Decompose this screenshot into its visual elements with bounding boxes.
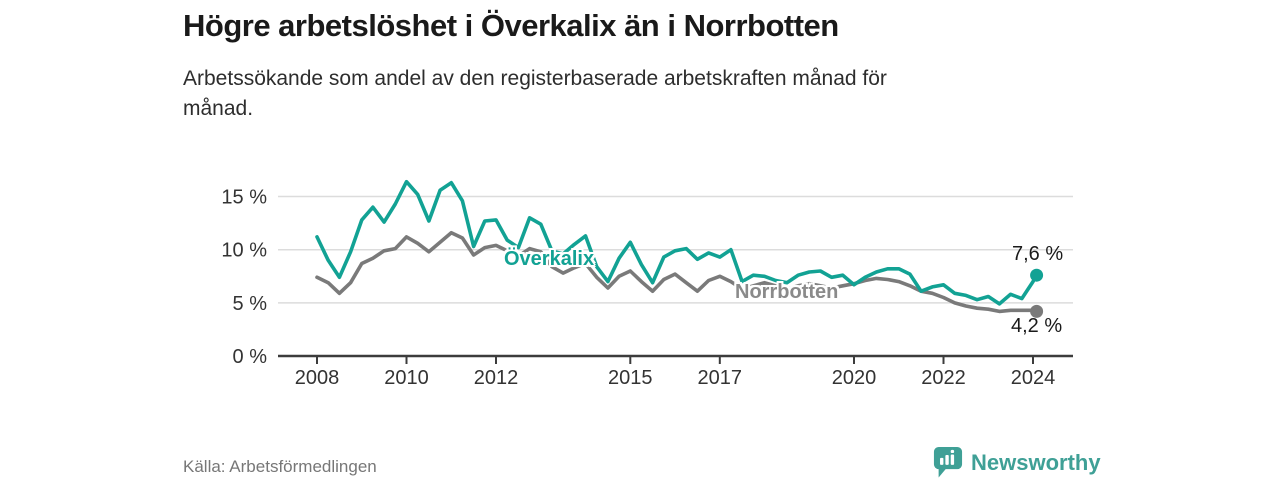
x-tick-label: 2012 xyxy=(474,367,519,389)
y-tick-label: 5 % xyxy=(233,293,268,315)
chart-subtitle-line-2: månad. xyxy=(183,97,254,120)
end-value-label-overkalix: 7,6 % xyxy=(1012,243,1064,265)
y-tick-label: 10 % xyxy=(221,240,267,262)
chart-subtitle-line-1: Arbetssökande som andel av den registerb… xyxy=(183,67,887,90)
y-tick-label: 0 % xyxy=(233,346,268,368)
end-value-label-norrbotten: 4,2 % xyxy=(1011,315,1063,337)
brand-name: Newsworthy xyxy=(971,449,1101,475)
series-end-dot-norrbotten xyxy=(1030,304,1044,318)
x-tick-label: 2010 xyxy=(384,367,429,389)
x-tick-label: 2024 xyxy=(1011,367,1056,389)
series-end-dot-overkalix xyxy=(1030,268,1044,282)
series-label-overkalix: Överkalix xyxy=(504,248,595,270)
x-tick-label: 2015 xyxy=(608,367,653,389)
x-tick-label: 2017 xyxy=(698,367,743,389)
page-title: Högre arbetslöshet i Överkalix än i Norr… xyxy=(183,8,839,43)
chart-subtitle: Arbetssökande som andel av den registerb… xyxy=(183,64,1083,124)
series-label-norrbotten: Norrbotten xyxy=(735,281,839,303)
series-line-norrbotten xyxy=(315,230,1039,314)
bar-chart-speech-bubble-icon xyxy=(933,447,963,478)
y-tick-label: 15 % xyxy=(221,187,267,209)
series-line-overkalix xyxy=(315,179,1039,306)
x-tick-label: 2020 xyxy=(832,367,877,389)
newsworthy-logo: Newsworthy xyxy=(933,446,1101,479)
x-tick-label: 2022 xyxy=(921,367,966,389)
source-credit: Källa: Arbetsförmedlingen xyxy=(183,457,377,476)
x-tick-label: 2008 xyxy=(295,367,340,389)
